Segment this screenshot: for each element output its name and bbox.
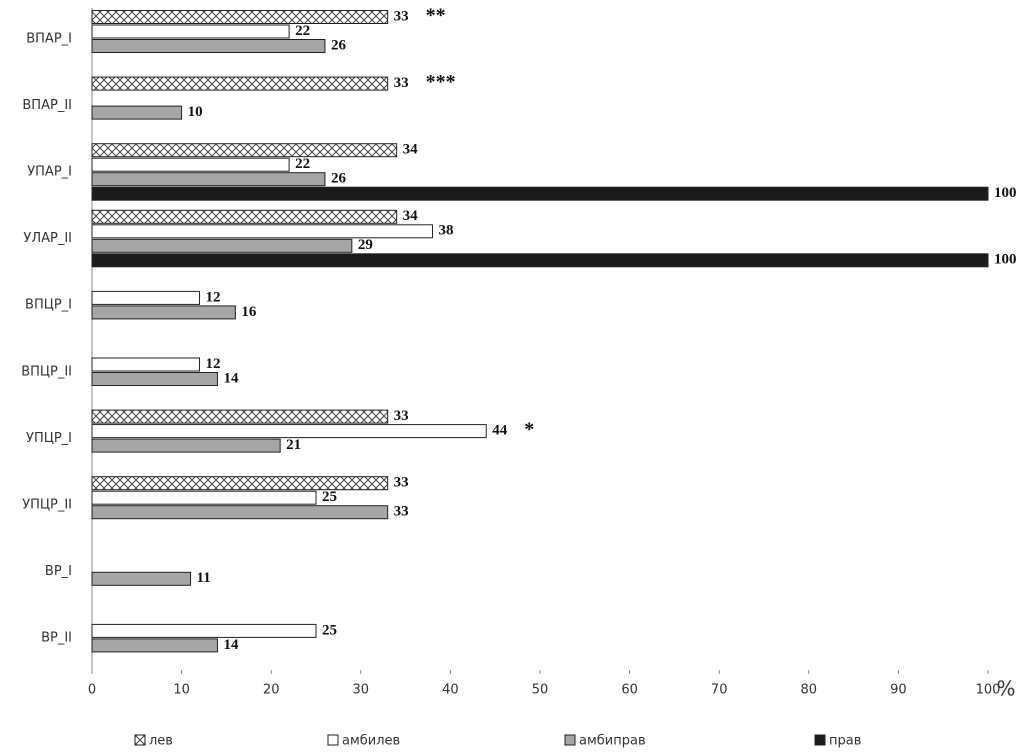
bar	[91, 39, 326, 53]
bar	[91, 357, 201, 372]
legend-label: прав	[829, 734, 861, 749]
bar	[91, 571, 192, 586]
bar	[91, 172, 326, 187]
bar	[91, 76, 389, 91]
x-tick-label: 30	[353, 683, 370, 698]
data-label: 25	[322, 489, 337, 505]
data-label: 34	[403, 142, 419, 158]
x-tick-label: 40	[442, 683, 459, 698]
bar	[91, 253, 989, 268]
data-label: 12	[206, 289, 221, 305]
bar	[91, 305, 236, 320]
bar	[91, 157, 290, 172]
bar	[91, 505, 389, 520]
x-tick-label: 20	[263, 683, 280, 698]
y-tick-label: ВПЦР_II	[21, 364, 72, 379]
x-tick-label: 60	[621, 683, 638, 698]
data-label: 14	[223, 637, 239, 653]
annotation: *	[524, 419, 534, 441]
data-label: 14	[223, 370, 239, 386]
annotation: **	[426, 5, 446, 27]
data-label: 34	[403, 208, 419, 224]
bar	[91, 224, 433, 239]
bar	[91, 209, 398, 224]
y-tick-label: ВР_I	[45, 564, 72, 579]
bar	[91, 490, 317, 505]
data-label: 100	[994, 252, 1017, 268]
x-tick-label: 0	[88, 683, 96, 698]
x-tick-label: 80	[801, 683, 818, 698]
data-label: 16	[241, 304, 256, 320]
y-tick-label: УПЦР_II	[22, 497, 72, 512]
data-label: 33	[394, 75, 409, 91]
bar	[91, 638, 218, 653]
data-label: 12	[206, 356, 221, 372]
data-label: 21	[286, 437, 301, 453]
data-label: 25	[322, 622, 337, 638]
data-label: 29	[358, 237, 373, 253]
x-tick-label: 90	[890, 683, 907, 698]
data-label: 22	[295, 156, 310, 172]
data-label: 11	[197, 570, 211, 586]
legend-swatch	[814, 734, 826, 746]
x-tick-label: 10	[173, 683, 190, 698]
annotation: ***	[426, 71, 456, 93]
bar	[91, 424, 487, 439]
bar	[91, 476, 389, 491]
data-label: 33	[394, 8, 409, 24]
legend-swatch	[564, 734, 576, 746]
legend-label: амбилев	[342, 734, 400, 749]
bar	[91, 105, 183, 120]
data-label: 22	[295, 23, 310, 39]
data-label: 10	[188, 104, 203, 120]
data-label: 44	[492, 423, 508, 439]
data-label: 33	[394, 475, 409, 491]
bar	[91, 372, 218, 386]
y-tick-label: УЛАР_II	[23, 231, 72, 246]
bar	[91, 623, 317, 638]
legend-label: лев	[149, 734, 173, 749]
x-axis-label: %	[996, 677, 1015, 701]
bar	[91, 290, 201, 305]
bar	[91, 409, 389, 424]
bar	[91, 143, 398, 158]
y-tick-label: ВПЦР_I	[25, 298, 72, 313]
y-tick-label: ВПАР_II	[22, 98, 72, 113]
data-label: 26	[331, 171, 347, 187]
data-label: 38	[438, 223, 453, 239]
x-tick-label: 50	[532, 683, 549, 698]
legend-label: амбиправ	[579, 734, 646, 749]
data-label: 33	[394, 408, 409, 424]
y-tick-label: УПАР_I	[27, 164, 72, 179]
data-label: 33	[394, 504, 409, 520]
bar	[91, 186, 989, 201]
legend-swatch	[134, 734, 146, 746]
bar	[91, 438, 281, 453]
bar	[91, 238, 353, 253]
bar	[91, 24, 290, 39]
x-tick-label: 70	[711, 683, 728, 698]
bar	[91, 10, 389, 24]
x-tick-label: 100	[976, 683, 1001, 698]
data-label: 100	[994, 185, 1017, 201]
y-tick-label: УПЦР_I	[26, 431, 72, 446]
data-label: 26	[331, 37, 347, 53]
y-tick-label: ВР_II	[41, 631, 72, 646]
legend-swatch	[327, 734, 339, 746]
y-tick-label: ВПАР_I	[26, 31, 72, 46]
